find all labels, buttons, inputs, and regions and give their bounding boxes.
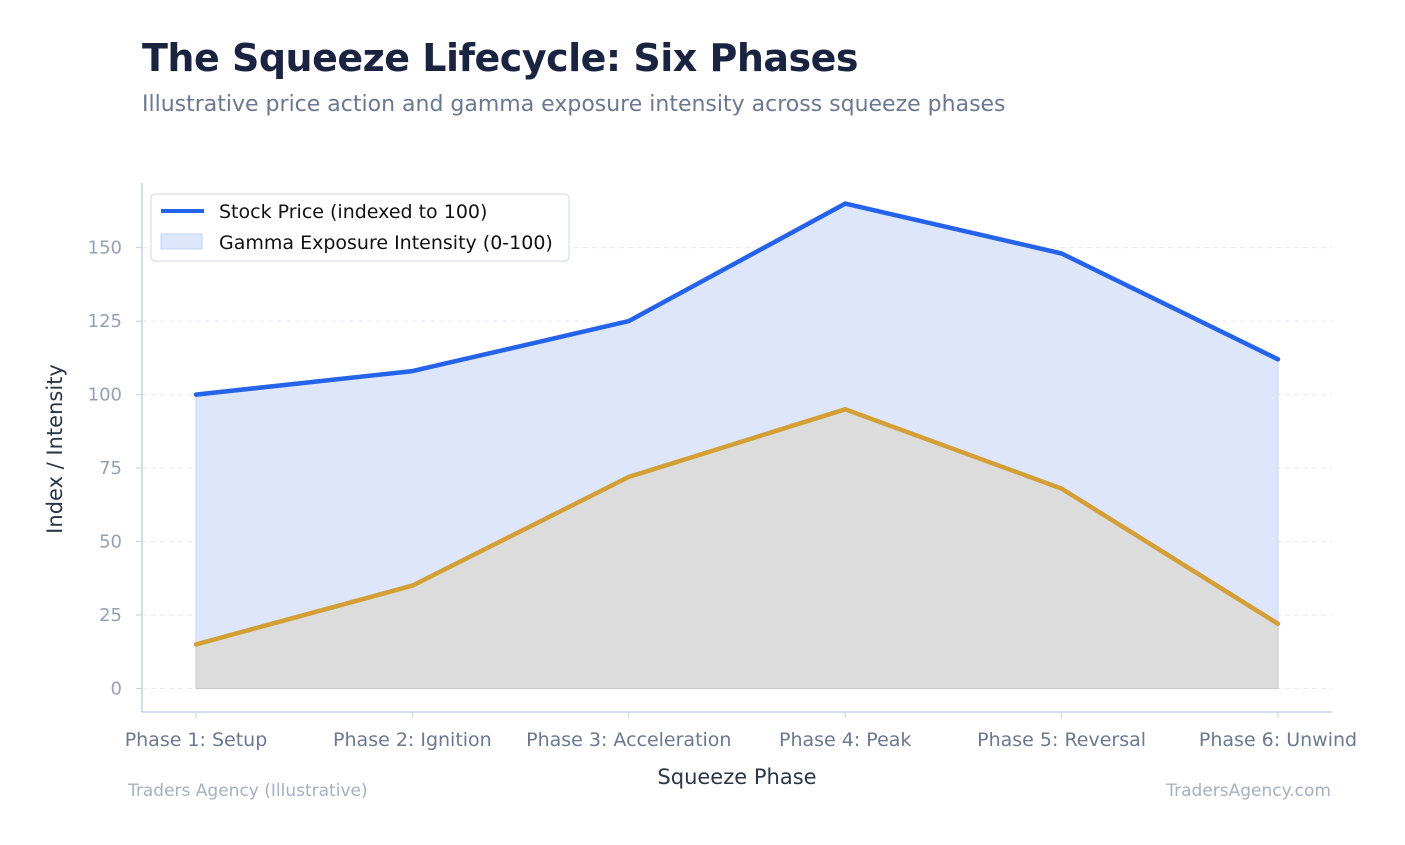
y-tick-label: 75	[99, 458, 122, 479]
x-tick-label: Phase 1: Setup	[125, 729, 268, 751]
footer-right: TradersAgency.com	[1165, 781, 1331, 801]
y-tick-label: 25	[99, 605, 122, 626]
series-lines	[193, 201, 1281, 647]
legend-gamma-label: Gamma Exposure Intensity (0-100)	[219, 232, 553, 254]
x-tick-label: Phase 2: Ignition	[333, 729, 492, 751]
y-tick-labels: 0 25 50 75 100 125 150	[88, 238, 122, 700]
y-tick-label: 100	[88, 385, 122, 406]
x-tick-label: Phase 4: Peak	[779, 729, 911, 751]
x-tick-label: Phase 3: Acceleration	[526, 729, 731, 751]
footer-left: Traders Agency (Illustrative)	[127, 781, 368, 801]
legend: Stock Price (indexed to 100) Gamma Expos…	[150, 193, 570, 262]
x-axis-label: Squeeze Phase	[657, 765, 816, 789]
area-fills	[195, 203, 1279, 689]
y-tick-label: 150	[88, 238, 122, 259]
x-tick-labels: Phase 1: Setup Phase 2: Ignition Phase 3: …	[125, 729, 1357, 751]
chart-subtitle: Illustrative price action and gamma expo…	[142, 92, 1006, 117]
gamma-line	[193, 407, 1281, 647]
x-tick-label: Phase 6: Unwind	[1199, 729, 1357, 751]
y-tick-label: 50	[99, 532, 122, 553]
y-tick-label: 0	[111, 678, 122, 699]
y-axis-label: Index / Intensity	[43, 364, 67, 534]
x-tick-label: Phase 5: Reversal	[977, 729, 1146, 751]
chart-title: The Squeeze Lifecycle: Six Phases	[142, 36, 859, 80]
legend-gamma-swatch	[160, 233, 203, 250]
legend-box	[150, 193, 570, 262]
y-tick-label: 125	[88, 311, 122, 332]
axes	[136, 183, 1332, 718]
price-line	[193, 201, 1281, 397]
legend-price-label: Stock Price (indexed to 100)	[219, 201, 487, 223]
